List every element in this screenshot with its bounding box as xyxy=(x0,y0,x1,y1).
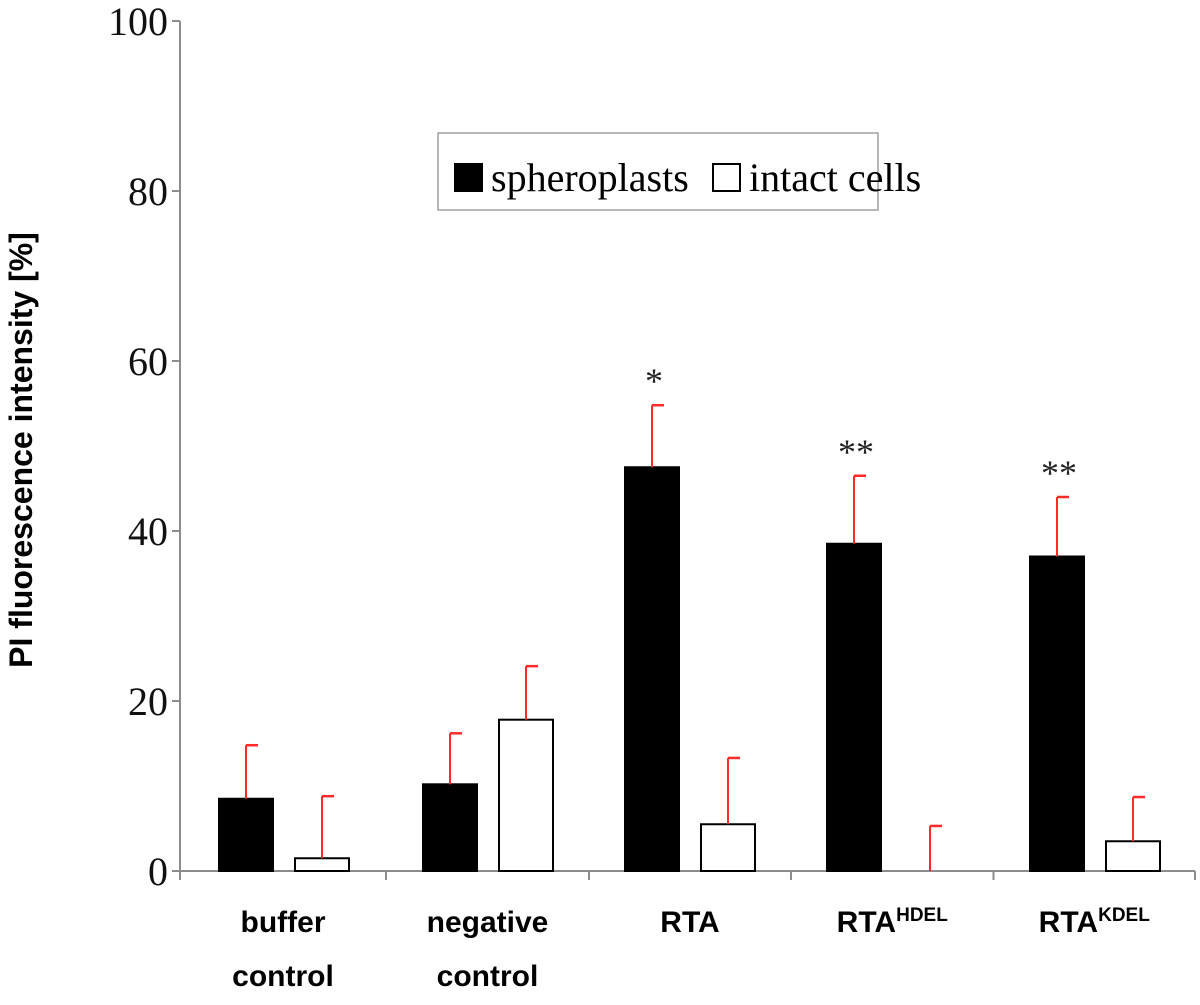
category-label: RTA xyxy=(660,906,719,939)
category-label-line2: control xyxy=(437,960,539,993)
legend-swatch-intact-cells xyxy=(712,163,741,192)
y-axis-label: PI fluorescence intensity [%] xyxy=(3,232,39,668)
category-label-main: RTA xyxy=(837,906,896,939)
category-label-line2: control xyxy=(232,960,334,993)
bar-spheroplasts xyxy=(826,542,882,872)
category-label: RTAKDEL xyxy=(1039,905,1151,939)
bar-intact-cells xyxy=(700,823,756,872)
bar-intact-cells xyxy=(294,857,350,872)
y-tick-label: 80 xyxy=(128,169,168,214)
chart-labels: PI fluorescence intensity [%] xyxy=(3,232,39,668)
category-label-main: negative xyxy=(427,906,549,939)
significance-mark: ** xyxy=(838,432,874,472)
category-label-main: RTA xyxy=(1039,906,1098,939)
category-label-superscript: HDEL xyxy=(896,905,948,926)
category-label-main: RTA xyxy=(660,906,719,939)
category-label: negative xyxy=(427,906,549,939)
legend-box xyxy=(437,132,879,211)
chart-marks: 020406080100*****buffercontrolnegativeco… xyxy=(108,0,1196,993)
y-tick-label: 40 xyxy=(128,509,168,554)
bar-spheroplasts xyxy=(218,797,274,872)
category-label: buffer xyxy=(241,906,326,939)
bar-spheroplasts xyxy=(422,783,478,872)
bar-intact-cells xyxy=(1105,840,1161,872)
category-label-main: buffer xyxy=(241,906,326,939)
legend-swatch-spheroplasts xyxy=(454,163,483,192)
legend-entry: spheroplasts xyxy=(491,155,689,200)
category-label: RTAHDEL xyxy=(837,905,949,939)
bar-spheroplasts xyxy=(1029,555,1085,872)
y-tick-label: 60 xyxy=(128,339,168,384)
y-tick-label: 20 xyxy=(128,679,168,724)
significance-mark: ** xyxy=(1041,453,1077,493)
bar-spheroplasts xyxy=(624,466,680,872)
y-tick-label: 100 xyxy=(108,0,168,44)
y-tick-label: 0 xyxy=(148,849,168,894)
category-label-superscript: KDEL xyxy=(1098,905,1150,926)
significance-mark: * xyxy=(645,361,663,401)
bar-intact-cells xyxy=(498,718,554,873)
legend-entry: intact cells xyxy=(749,155,921,200)
legend: spheroplasts intact cells xyxy=(437,132,921,211)
